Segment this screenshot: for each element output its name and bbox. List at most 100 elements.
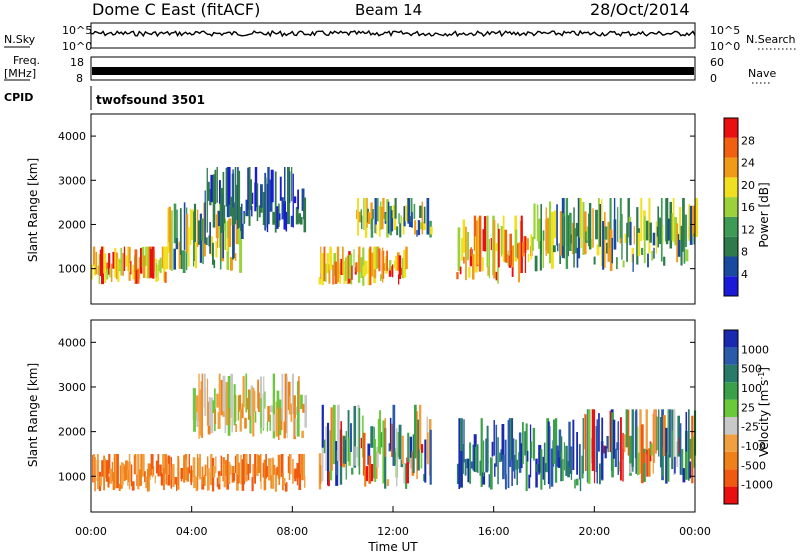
nsky-tick-low: 10^0: [62, 40, 92, 53]
power-cell: [365, 260, 368, 274]
power-cell: [388, 267, 392, 277]
velocity-cell: [504, 474, 507, 490]
velocity-cell: [204, 387, 207, 416]
power-cell: [318, 277, 322, 285]
velocity-cell: [470, 461, 474, 469]
velocity-y-tick-label: 4000: [58, 336, 86, 349]
velocity-cell: [330, 407, 333, 471]
velocity-colorbar-tick-label: -500: [741, 459, 766, 472]
velocity-cell: [370, 464, 374, 482]
velocity-cell: [379, 410, 381, 455]
velocity-cell: [535, 458, 538, 488]
power-cell: [469, 249, 473, 267]
power-cell: [692, 205, 695, 237]
velocity-cell: [260, 481, 262, 490]
power-cell: [602, 221, 605, 270]
velocity-cell: [407, 432, 410, 462]
velocity-cell: [418, 404, 422, 450]
velocity-cell: [384, 427, 387, 489]
velocity-cell: [389, 417, 392, 450]
velocity-cell: [269, 458, 272, 481]
velocity-cell: [301, 454, 304, 481]
velocity-cell: [266, 421, 268, 432]
velocity-y-ticks: 1000 2000 3000 4000: [58, 336, 695, 483]
power-cell: [179, 208, 182, 255]
power-cell: [353, 249, 355, 267]
power-cell: [193, 211, 195, 267]
velocity-cell: [458, 418, 461, 489]
power-cell: [670, 212, 673, 246]
velocity-cell: [216, 393, 219, 408]
velocity-cell: [204, 464, 207, 476]
power-cell: [549, 201, 552, 264]
cpid-label: CPID: [4, 91, 33, 104]
power-cell: [518, 242, 520, 283]
power-cell: [91, 264, 93, 280]
power-cell: [588, 203, 592, 250]
velocity-cell: [688, 409, 690, 481]
power-cell: [325, 263, 327, 282]
power-cell: [278, 203, 280, 227]
velocity-cell: [298, 454, 302, 490]
power-cell: [213, 259, 216, 269]
velocity-cell: [139, 469, 141, 487]
power-cell: [621, 214, 623, 260]
power-cell: [463, 256, 465, 264]
power-cell: [187, 227, 190, 267]
power-cell: [340, 258, 344, 275]
power-cell: [679, 207, 682, 240]
power-cell: [336, 246, 340, 283]
velocity-cell: [337, 404, 340, 461]
velocity-cell: [464, 459, 467, 476]
power-cell: [204, 190, 206, 229]
power-cell: [653, 247, 655, 259]
velocity-colorbar-swatch: [724, 451, 738, 470]
velocity-cell: [241, 459, 245, 491]
power-cell: [655, 221, 657, 254]
power-cell: [222, 171, 225, 232]
station-title: Dome C East (fitACF): [92, 0, 261, 19]
power-cell: [387, 201, 390, 234]
power-cell: [101, 246, 104, 285]
velocity-cell: [639, 409, 642, 474]
velocity-cell: [198, 373, 200, 439]
velocity-cell: [323, 439, 327, 454]
power-cell: [604, 226, 608, 240]
velocity-cell: [518, 432, 522, 473]
velocity-cell: [656, 416, 658, 451]
velocity-cell: [414, 404, 417, 459]
power-cell: [393, 260, 396, 268]
power-cell: [408, 216, 412, 228]
power-cell: [652, 232, 656, 246]
power-cell: [241, 203, 243, 233]
velocity-cell: [286, 376, 288, 439]
power-colorbar: 4 8 12 16 20 24 28: [723, 117, 755, 297]
power-cell: [370, 202, 373, 230]
power-cell: [611, 238, 613, 264]
velocity-cell: [212, 400, 216, 414]
nsky-tick-high: 10^5: [62, 24, 92, 37]
power-colorbar-frame: [723, 117, 739, 297]
nsky-trace: [90, 29, 696, 38]
velocity-cell: [160, 472, 164, 486]
velocity-cell: [491, 441, 494, 457]
power-cell: [456, 272, 459, 280]
power-cell: [479, 231, 482, 270]
power-cell: [426, 204, 429, 230]
power-cell: [407, 198, 410, 224]
velocity-cell: [291, 373, 294, 415]
nsky-label: N.Sky: [4, 33, 36, 46]
power-cell: [536, 204, 539, 242]
velocity-cell: [620, 417, 622, 481]
power-cell: [285, 211, 288, 232]
velocity-cell: [241, 403, 244, 419]
velocity-cell: [398, 424, 402, 460]
freq-tick-low: 8: [76, 72, 83, 85]
nsearch-tick-low: 10^0: [710, 40, 740, 53]
power-cell: [640, 198, 643, 241]
velocity-cell: [130, 464, 133, 487]
velocity-cell: [568, 421, 571, 468]
power-cell: [251, 192, 254, 205]
power-cell: [393, 214, 397, 231]
power-cell: [159, 257, 162, 273]
